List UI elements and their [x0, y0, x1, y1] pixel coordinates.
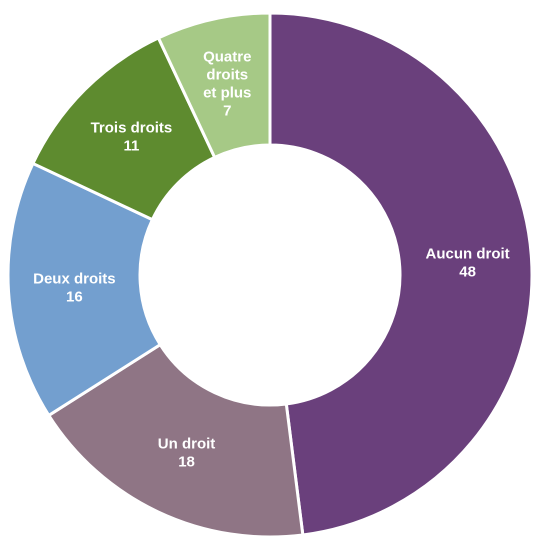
- slice-quatre-droits-et-plus: [156, 11, 272, 160]
- slice-deux-droits: [6, 161, 163, 418]
- value-aucun-droit: 48: [459, 264, 476, 281]
- slice-aucun-droit: [268, 11, 534, 537]
- label-quatre-droits-et-plus: Quatre droits et plus 7: [203, 49, 251, 120]
- category-quatre-droits-et-plus: Quatre: [203, 49, 251, 66]
- value-deux-droits: 16: [66, 288, 83, 305]
- category-aucun-droit: Aucun droit: [426, 246, 510, 263]
- slice-un-droit: [46, 342, 305, 539]
- label-un-droit: Un droit 18: [158, 435, 216, 470]
- label-aucun-droit: Aucun droit 48: [426, 246, 510, 281]
- category-trois-droits: Trois droits: [91, 119, 173, 136]
- value-trois-droits: 11: [123, 137, 139, 154]
- category-quatre-droits-et-plus: et plus: [203, 85, 251, 102]
- label-deux-droits: Deux droits 16: [33, 270, 116, 305]
- donut-slices: [6, 11, 534, 539]
- category-un-droit: Un droit: [158, 435, 216, 452]
- slice-labels: Aucun droit 48 Un droit 18 Deux droits 16 Troi…: [33, 49, 510, 471]
- value-un-droit: 18: [178, 453, 195, 470]
- value-quatre-droits-et-plus: 7: [223, 103, 231, 120]
- category-deux-droits: Deux droits: [33, 270, 116, 287]
- label-trois-droits: Trois droits 11: [91, 119, 173, 154]
- category-quatre-droits-et-plus: droits: [206, 67, 248, 84]
